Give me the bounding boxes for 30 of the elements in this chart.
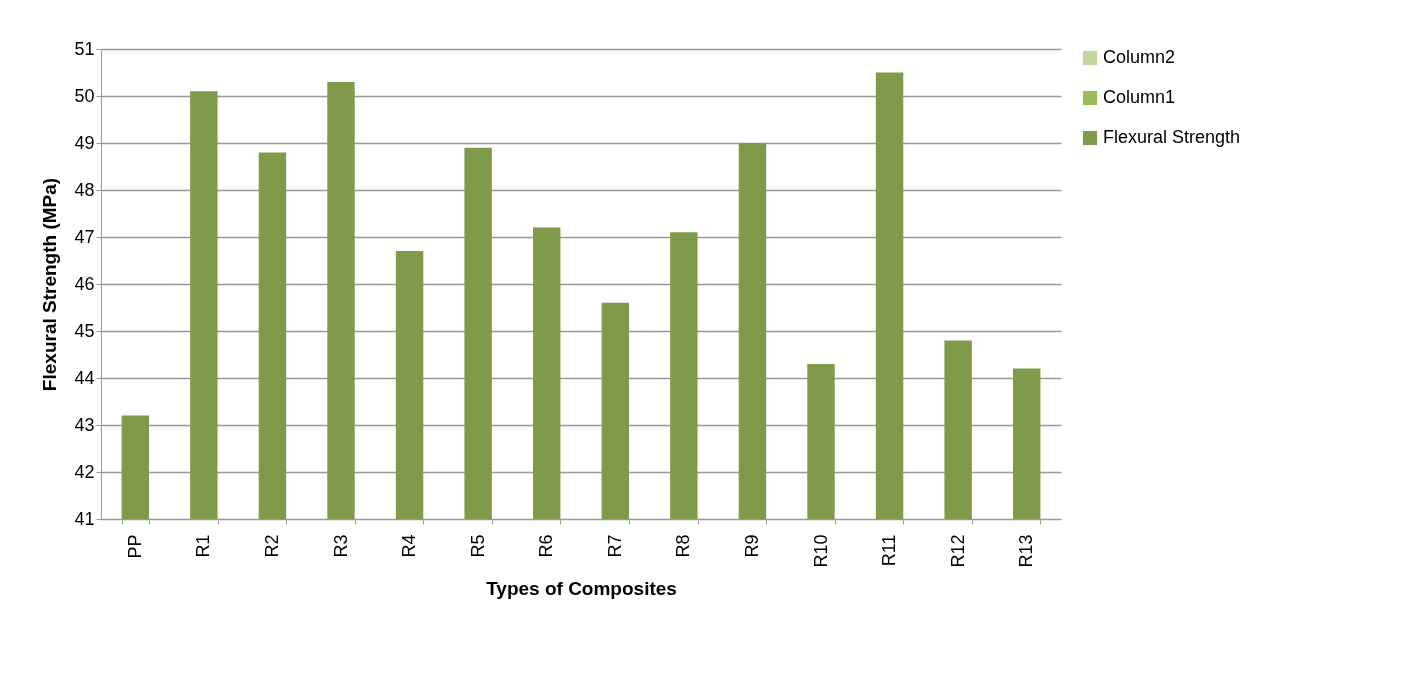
y-axis-title: Flexural Strength (MPa) xyxy=(39,177,61,392)
x-tick-label: R10 xyxy=(810,534,831,568)
x-tick-label: R2 xyxy=(261,534,282,558)
x-tick-label: R1 xyxy=(193,534,214,558)
x-tick-label: R6 xyxy=(536,534,557,558)
x-tick-label: R12 xyxy=(947,534,968,568)
y-tick-label: 46 xyxy=(74,273,95,294)
y-tick-label: 49 xyxy=(74,132,95,153)
x-tick-label: R4 xyxy=(399,534,420,558)
x-tick-label: R13 xyxy=(1016,534,1037,568)
legend-label: Flexural Strength xyxy=(1103,127,1241,147)
x-tick-label: R8 xyxy=(673,534,694,558)
y-tick-label: 45 xyxy=(74,320,95,341)
y-tick-label: 43 xyxy=(74,414,95,435)
x-tick-label: PP xyxy=(124,534,145,559)
y-tick-label: 44 xyxy=(74,367,95,388)
y-tick-label: 48 xyxy=(74,179,95,200)
x-tick-label: R9 xyxy=(741,534,762,558)
x-axis-title: Types of Composites xyxy=(486,577,677,599)
legend-label: Column2 xyxy=(1103,47,1176,67)
legend-label: Column1 xyxy=(1103,87,1176,107)
x-tick-label: R3 xyxy=(330,534,351,558)
y-tick-label: 50 xyxy=(74,85,95,106)
y-tick-label: 51 xyxy=(74,38,95,59)
y-tick-label: 41 xyxy=(74,508,95,529)
y-tick-label: 42 xyxy=(74,461,95,482)
x-tick-label: R11 xyxy=(879,534,900,567)
x-tick-label: R5 xyxy=(467,534,488,558)
x-tick-label: R7 xyxy=(604,534,625,558)
y-tick-label: 47 xyxy=(74,226,95,247)
